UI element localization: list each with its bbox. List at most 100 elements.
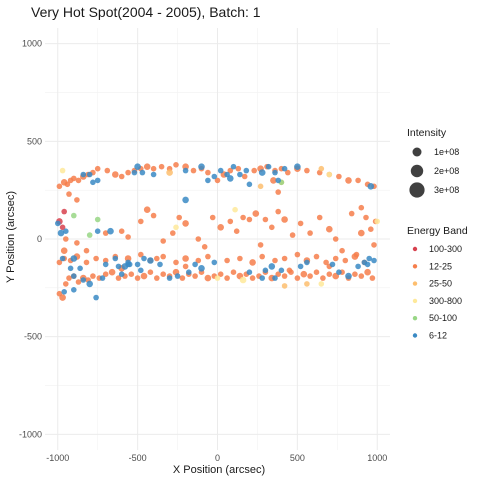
- data-point: [182, 196, 189, 204]
- data-point: [80, 277, 87, 283]
- data-point: [323, 259, 329, 266]
- data-point: [198, 265, 205, 272]
- data-point: [154, 255, 160, 262]
- data-point: [86, 171, 93, 178]
- data-point: [371, 257, 377, 264]
- data-point: [275, 189, 282, 195]
- data-point: [243, 167, 250, 174]
- data-point: [63, 281, 69, 287]
- data-point: [59, 294, 66, 301]
- data-point: [160, 238, 166, 244]
- data-point: [352, 271, 358, 278]
- data-point: [125, 261, 131, 268]
- data-point: [336, 173, 342, 180]
- data-point: [217, 224, 224, 231]
- data-point: [59, 224, 66, 231]
- data-point: [239, 276, 247, 284]
- data-point: [294, 163, 301, 170]
- data-point: [205, 169, 211, 176]
- data-point: [205, 253, 211, 260]
- data-point: [60, 247, 68, 254]
- data-point: [102, 257, 109, 264]
- data-point: [278, 267, 285, 274]
- axis-ticks: -1000 -500 0 500 1000 -1000 -500 0 500 1000: [19, 39, 387, 463]
- data-point: [318, 281, 325, 287]
- data-point: [71, 175, 77, 182]
- data-point: [174, 273, 181, 279]
- data-point: [249, 259, 256, 266]
- data-point: [363, 214, 369, 221]
- data-point: [313, 253, 320, 260]
- data-point: [230, 269, 237, 276]
- data-point: [366, 255, 373, 262]
- data-point: [211, 259, 218, 266]
- data-point: [158, 163, 165, 170]
- data-point: [94, 177, 101, 184]
- data-point: [112, 255, 119, 262]
- data-point: [104, 167, 111, 174]
- data-point: [211, 173, 218, 180]
- size-legend-key: [409, 182, 425, 198]
- data-point: [195, 257, 202, 264]
- data-point: [86, 232, 93, 238]
- data-point: [56, 259, 63, 266]
- data-point: [192, 273, 198, 279]
- data-point: [313, 269, 320, 276]
- data-point: [232, 206, 238, 213]
- data-point: [246, 181, 253, 188]
- data-point: [112, 171, 119, 178]
- data-point: [348, 210, 355, 217]
- data-point: [77, 265, 83, 272]
- data-point: [118, 271, 125, 278]
- data-point: [332, 236, 339, 242]
- data-point: [170, 230, 176, 236]
- data-point: [237, 255, 243, 262]
- data-point: [364, 268, 371, 276]
- data-point: [304, 259, 310, 266]
- data-point: [355, 177, 361, 184]
- color-legend: Energy Band 100-300 12-25 25-50 300-800 50-1…: [407, 225, 468, 341]
- data-point: [134, 261, 141, 268]
- data-point: [118, 228, 125, 234]
- data-point: [233, 228, 240, 234]
- data-point: [355, 263, 361, 270]
- size-legend-label: 3e+08: [434, 185, 459, 195]
- data-point: [262, 216, 269, 223]
- x-axis-label: X Position (arcsec): [173, 464, 265, 476]
- data-point: [134, 163, 141, 170]
- data-point: [182, 220, 189, 227]
- data-point: [297, 220, 304, 227]
- data-point: [93, 255, 99, 262]
- data-point: [316, 214, 323, 221]
- x-tick-label: 0: [215, 453, 220, 463]
- data-point: [143, 206, 151, 213]
- color-legend-label: 50-100: [429, 313, 457, 323]
- color-legend-key: [412, 298, 418, 304]
- data-point: [329, 261, 336, 268]
- data-point: [249, 275, 256, 281]
- data-point: [55, 220, 61, 227]
- data-point: [140, 272, 148, 280]
- data-point: [227, 218, 234, 225]
- data-point: [368, 226, 374, 232]
- data-point: [252, 210, 260, 217]
- data-point: [80, 171, 87, 178]
- data-point: [143, 163, 151, 170]
- data-point: [157, 261, 163, 268]
- data-point: [86, 280, 93, 288]
- x-tick-label: 500: [290, 453, 305, 463]
- data-point: [224, 275, 230, 281]
- data-point: [160, 253, 166, 260]
- data-point: [198, 163, 205, 170]
- data-point: [59, 255, 66, 262]
- data-point: [227, 175, 234, 182]
- data-point: [83, 259, 90, 266]
- data-point: [107, 227, 114, 235]
- data-point: [74, 240, 80, 246]
- data-point: [102, 271, 109, 278]
- data-point: [358, 204, 365, 211]
- color-legend-key: [412, 281, 418, 286]
- data-point: [336, 269, 342, 276]
- size-legend-label: 1e+08: [434, 147, 459, 157]
- color-legend-key: [412, 246, 418, 252]
